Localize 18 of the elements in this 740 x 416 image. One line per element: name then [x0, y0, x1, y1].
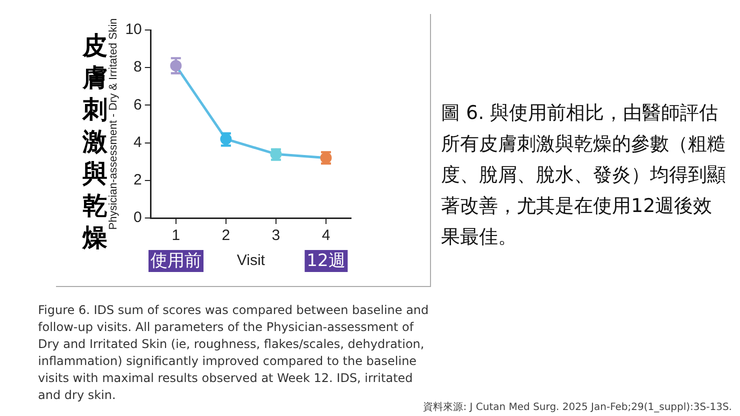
y-axis-title: Physician-assessment - Dry & Irritated Skin — [108, 18, 120, 230]
caption: 圖 6. 與使用前相比，由醫師評估所有皮膚刺激與乾燥的參數（粗糙度、脫屑、脫水、發炎）均得到顯著改善，尤其是在使用12週後效果最佳。 — [441, 101, 727, 250]
y-tick-label: 2 — [134, 172, 142, 189]
x-axis-title: Visit — [236, 252, 266, 270]
text: 使用前 — [148, 250, 204, 272]
x-tick-label: 1 — [172, 227, 180, 244]
y-tick-label: 10 — [125, 21, 142, 38]
y-tick-label: 4 — [134, 134, 142, 151]
caption: Figure 6. IDS sum of scores was compared between baseline and follow-up visits. All parameters of the Physician-assessment of Dry and Irritated Skin (ie, roughness, flakes/scales, dehydration, inflammation) significantly improved compared to the baseline visits with maximal results observed at Week 12. IDS, irritated and dry skin. — [38, 303, 429, 402]
y-tick-label: 8 — [134, 58, 142, 76]
x-tick-label: 4 — [322, 227, 330, 244]
x-tick-label: 3 — [272, 227, 280, 244]
source-note: 資料來源: J Cutan Med Surg. 2025 Jan-Feb;29(1_suppl):3S-13S. — [422, 400, 732, 414]
text: 皮膚刺激與乾燥 — [82, 31, 108, 252]
x-tick-label: 2 — [222, 227, 230, 244]
text: 12週 — [304, 250, 348, 272]
y-tick-label: 0 — [134, 209, 142, 226]
y-tick-label: 6 — [134, 96, 142, 114]
